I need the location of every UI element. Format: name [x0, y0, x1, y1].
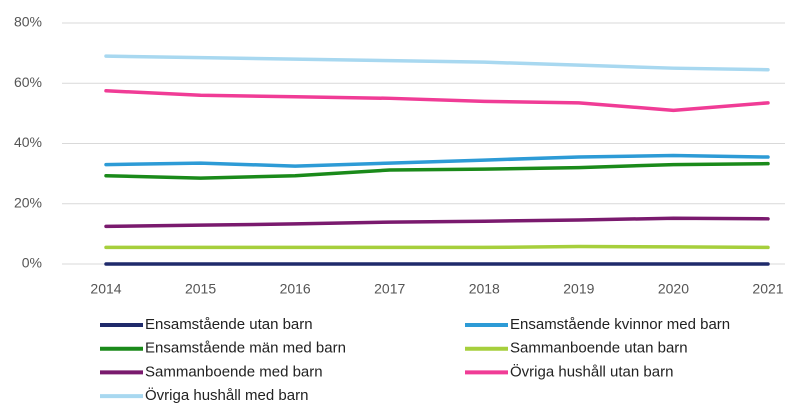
y-tick-label: 60% [14, 74, 42, 90]
legend-label: Övriga hushåll med barn [145, 386, 308, 404]
x-tick-label: 2014 [90, 281, 121, 297]
series-line [104, 89, 770, 113]
x-tick-label: 2016 [280, 281, 311, 297]
series-line [104, 161, 770, 180]
x-tick-label: 2015 [185, 281, 216, 297]
y-tick-label: 80% [14, 14, 42, 30]
legend-label: Ensamstående män med barn [145, 340, 346, 357]
series-line [104, 244, 770, 250]
x-tick-label: 2020 [658, 281, 689, 297]
series-line [104, 54, 770, 72]
x-tick-label: 2017 [374, 281, 405, 297]
legend-label: Övriga hushåll utan barn [510, 362, 673, 380]
y-tick-label: 0% [22, 255, 42, 271]
x-tick-label: 2021 [752, 281, 783, 297]
x-tick-label: 2019 [563, 281, 594, 297]
x-tick-label: 2018 [469, 281, 500, 297]
legend-label: Ensamstående kvinnor med barn [510, 316, 730, 333]
y-tick-label: 20% [14, 194, 42, 210]
y-tick-label: 40% [14, 134, 42, 150]
series-line [104, 216, 770, 229]
legend-label: Ensamstående utan barn [145, 316, 313, 333]
legend-label: Sammanboende utan barn [510, 340, 688, 357]
legend-label: Sammanboende med barn [145, 363, 323, 380]
series-line [104, 153, 770, 168]
